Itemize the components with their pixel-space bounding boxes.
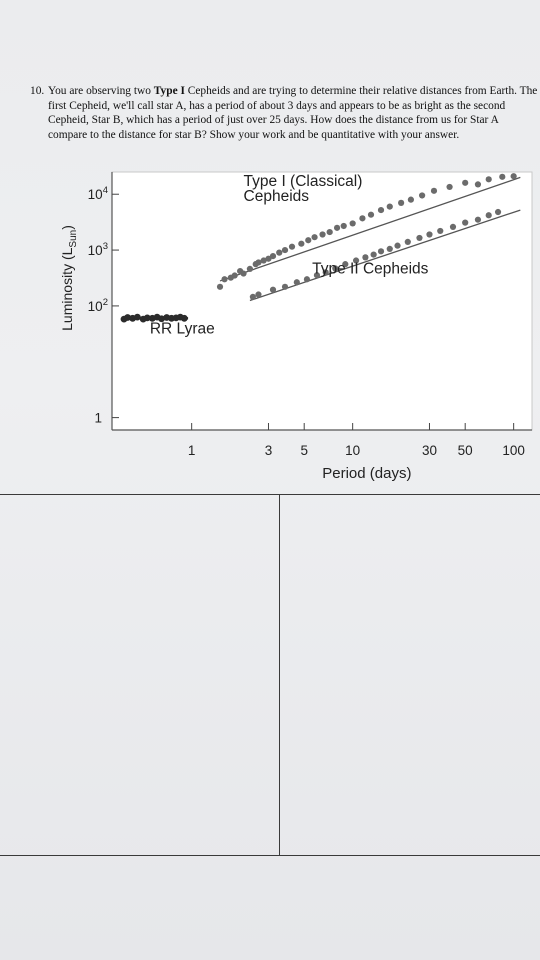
y-axis-ticks: 1 102 103 104 <box>88 185 119 426</box>
data-points <box>120 173 517 323</box>
data-point <box>288 243 296 250</box>
data-point <box>221 276 228 283</box>
data-point <box>462 179 469 186</box>
data-point <box>216 283 224 290</box>
data-point <box>386 203 393 210</box>
data-point <box>281 246 289 254</box>
plot-background <box>111 171 533 431</box>
data-point <box>474 181 482 188</box>
fit-line <box>219 176 521 282</box>
annotation-label: Type I (Classical) <box>244 173 363 190</box>
data-point <box>332 265 339 272</box>
data-point <box>143 314 151 322</box>
data-point <box>386 245 393 252</box>
y-tick-label: 102 <box>88 297 108 314</box>
data-point <box>293 279 300 286</box>
data-point <box>342 261 349 268</box>
plot-area <box>111 171 533 431</box>
data-point <box>446 183 453 191</box>
data-point <box>510 173 517 180</box>
data-point <box>281 283 289 290</box>
data-point <box>326 228 333 236</box>
y-tick-label: 104 <box>88 185 108 202</box>
data-point <box>462 219 469 226</box>
data-point <box>362 254 369 261</box>
data-point <box>370 251 377 258</box>
data-point <box>180 314 188 322</box>
data-point <box>133 313 141 321</box>
data-point <box>340 222 347 230</box>
question-text: You are observing two Type I Cepheids an… <box>48 84 538 142</box>
data-point <box>367 211 375 218</box>
data-point <box>303 276 311 283</box>
data-point <box>430 187 438 194</box>
question-number: 10. <box>30 85 45 97</box>
data-point <box>437 227 444 235</box>
question-text-before: You are observing two <box>48 85 154 97</box>
data-point <box>359 215 366 222</box>
x-axis-ticks: 1 3 5 10 30 50 100 <box>188 423 525 458</box>
data-point <box>124 314 132 321</box>
data-point <box>419 192 426 199</box>
data-point <box>322 269 329 276</box>
y-tick-label: 103 <box>88 241 108 258</box>
x-tick-label: 1 <box>188 443 196 458</box>
data-point <box>240 270 247 277</box>
annotation-label: Cepheids <box>244 188 310 205</box>
data-point <box>158 315 165 323</box>
data-point <box>377 206 385 214</box>
question-bold-term: Type I <box>153 85 185 97</box>
data-point <box>311 234 318 241</box>
data-point <box>485 212 492 219</box>
data-point <box>269 252 277 260</box>
data-point <box>352 257 360 264</box>
data-point <box>298 240 305 247</box>
data-point <box>255 259 262 266</box>
data-point <box>269 286 277 293</box>
data-point <box>319 231 326 238</box>
data-point <box>305 237 312 244</box>
answer-box-left <box>0 494 280 856</box>
data-point <box>404 238 411 246</box>
data-point <box>231 272 238 279</box>
answer-box-right <box>279 494 540 856</box>
data-point <box>485 176 492 183</box>
data-point <box>265 255 272 262</box>
question-10: 10. You are observing two Type I Cepheid… <box>30 84 538 142</box>
data-point <box>255 291 262 298</box>
data-point <box>499 173 506 180</box>
data-point <box>313 272 321 279</box>
data-point <box>260 257 267 264</box>
x-tick-label: 10 <box>345 443 360 458</box>
data-point <box>426 231 433 238</box>
data-point <box>494 208 502 216</box>
x-tick-label: 100 <box>502 443 525 458</box>
data-point <box>394 242 401 249</box>
annotation-label: RR Lyrae <box>150 321 215 338</box>
fit-line <box>249 209 521 302</box>
data-point <box>377 248 385 255</box>
x-axis-label: Period (days) <box>322 465 411 482</box>
question-text-after: Cepheids and are trying to determine the… <box>48 85 538 141</box>
data-point <box>407 196 414 203</box>
data-point <box>246 265 254 273</box>
annotations: Type I (Classical)Cepheids Type II Cephei… <box>150 173 429 337</box>
data-point <box>449 223 457 230</box>
period-luminosity-chart: 1 3 5 10 30 50 100 1 102 103 104 Type I (Classica… <box>59 171 533 482</box>
x-tick-label: 5 <box>300 443 308 458</box>
data-point <box>276 249 283 256</box>
data-point <box>398 199 405 206</box>
y-tick-label: 1 <box>94 411 102 426</box>
x-tick-label: 30 <box>422 443 437 458</box>
data-point <box>333 224 341 231</box>
data-point <box>249 293 256 301</box>
data-point <box>474 216 482 223</box>
y-axis-label: Luminosity (LSun) <box>59 225 79 331</box>
x-tick-label: 3 <box>265 443 273 458</box>
data-point <box>349 220 356 227</box>
data-point <box>416 234 423 242</box>
annotation-label: Type II Cepheids <box>312 261 429 278</box>
x-tick-label: 50 <box>458 443 473 458</box>
